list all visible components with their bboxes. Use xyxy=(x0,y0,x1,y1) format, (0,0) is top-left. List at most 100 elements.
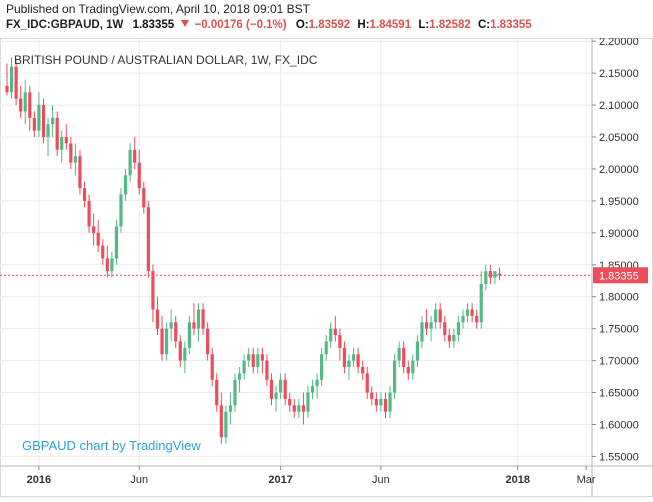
y-tick-label: 1.90000 xyxy=(599,228,639,240)
candle-body xyxy=(379,398,383,406)
candle-body xyxy=(256,354,260,367)
candle-body xyxy=(470,309,474,316)
high-value: 1.84591 xyxy=(369,19,412,31)
candle-body xyxy=(169,322,173,329)
candle-body xyxy=(320,354,324,380)
candle-body xyxy=(283,379,287,399)
candle-body xyxy=(146,207,150,272)
candle-body xyxy=(388,392,392,412)
x-tick-label: 2016 xyxy=(27,474,51,486)
candle-body xyxy=(28,92,32,118)
candle-body xyxy=(87,200,91,227)
candle-body xyxy=(73,156,77,163)
candle-body xyxy=(402,347,406,367)
candle-body xyxy=(247,354,251,361)
candle-body xyxy=(397,347,401,361)
candle-body xyxy=(64,137,68,144)
candle-body xyxy=(260,354,264,361)
y-tick-label: 1.95000 xyxy=(599,196,639,208)
candle-body xyxy=(174,322,178,342)
candle-body xyxy=(128,149,132,176)
candle-body xyxy=(438,309,442,323)
candle-body xyxy=(55,117,59,150)
candle-body xyxy=(292,405,296,412)
open-value: 1.83592 xyxy=(308,19,351,31)
close-value: 1.83355 xyxy=(490,19,532,31)
chart-title: BRITISH POUND / AUSTRALIAN DOLLAR, 1W, F… xyxy=(14,53,318,67)
candle-body xyxy=(242,360,246,374)
candle-body xyxy=(415,341,419,361)
candle-body xyxy=(41,105,46,138)
y-tick-label: 1.70000 xyxy=(599,356,639,368)
x-tick-label: Mar xyxy=(577,474,596,486)
candle-body xyxy=(479,283,483,323)
candle-body xyxy=(265,360,269,380)
candle-body xyxy=(333,328,337,336)
candle-body xyxy=(119,194,123,227)
candle-body xyxy=(365,373,369,393)
candle-body xyxy=(406,366,410,374)
price-axis[interactable]: 1.55000 1.60000 1.65000 1.70000 1.75000 1.800… xyxy=(591,36,648,497)
candle-body xyxy=(137,162,141,189)
last-price: 1.83355 xyxy=(132,19,175,31)
candle-body xyxy=(105,258,109,272)
candle-body xyxy=(288,398,292,406)
candle-body xyxy=(192,322,196,329)
candle-body xyxy=(14,66,18,99)
candle-body xyxy=(315,379,319,387)
candle-body xyxy=(37,105,41,131)
candle-body xyxy=(420,322,424,342)
candle-body xyxy=(78,156,82,189)
candle-body xyxy=(447,335,451,342)
candlestick-chart[interactable]: 1.55000 1.60000 1.65000 1.70000 1.75000 1.800… xyxy=(0,36,653,498)
x-tick-label: 2018 xyxy=(505,474,529,486)
open-label: O: xyxy=(295,19,309,31)
candle-body xyxy=(183,347,187,361)
candle-body xyxy=(370,392,374,399)
x-tick-label: Jun xyxy=(130,474,148,486)
candle-body xyxy=(23,92,27,112)
candle-body xyxy=(456,322,461,336)
candle-body xyxy=(82,188,87,201)
y-tick-label: 1.60000 xyxy=(599,419,639,431)
candles xyxy=(5,57,502,444)
published-caption: Published on TradingView.com, April 10, … xyxy=(6,2,310,16)
y-tick-label: 2.00000 xyxy=(599,164,639,176)
price-tag-label: 1.83355 xyxy=(599,270,639,282)
candle-body xyxy=(142,188,146,208)
candle-body xyxy=(60,137,64,150)
price-change: −0.00176 (−0.1%) xyxy=(194,19,287,31)
candle-body xyxy=(165,328,169,355)
low-value: 1.82582 xyxy=(429,19,471,31)
grid xyxy=(0,38,592,466)
high-label: H: xyxy=(357,19,370,31)
candle-body xyxy=(324,341,328,355)
candle-body xyxy=(356,354,360,367)
candle-body xyxy=(424,322,429,329)
candle-body xyxy=(301,405,305,412)
chart-frame[interactable]: 1.55000 1.60000 1.65000 1.70000 1.75000 1.800… xyxy=(0,36,653,498)
candle-body xyxy=(351,354,356,361)
low-label: L: xyxy=(418,19,430,31)
x-tick-label: Jun xyxy=(372,474,390,486)
candle-body xyxy=(411,360,415,374)
candle-body xyxy=(237,373,242,380)
candle-body xyxy=(374,398,378,406)
y-tick-label: 2.10000 xyxy=(599,100,639,112)
y-tick-label: 1.55000 xyxy=(599,451,639,463)
candle-body xyxy=(475,315,479,323)
candle-body xyxy=(484,271,488,284)
watermark: GBPAUD chart by TradingView xyxy=(22,438,201,453)
candle-body xyxy=(429,322,433,329)
candle-body xyxy=(101,245,105,259)
candle-body xyxy=(269,379,274,399)
candle-body xyxy=(178,341,182,361)
candle-body xyxy=(434,309,438,323)
time-axis[interactable]: 2016 Jun 2017 Jun 2018 Mar xyxy=(0,465,653,486)
candle-body xyxy=(19,98,23,112)
y-tick-label: 1.75000 xyxy=(599,324,639,336)
down-arrow-icon xyxy=(181,20,190,27)
candle-body xyxy=(151,271,155,310)
candle-body xyxy=(279,379,283,393)
y-tick-label: 2.05000 xyxy=(599,132,639,144)
